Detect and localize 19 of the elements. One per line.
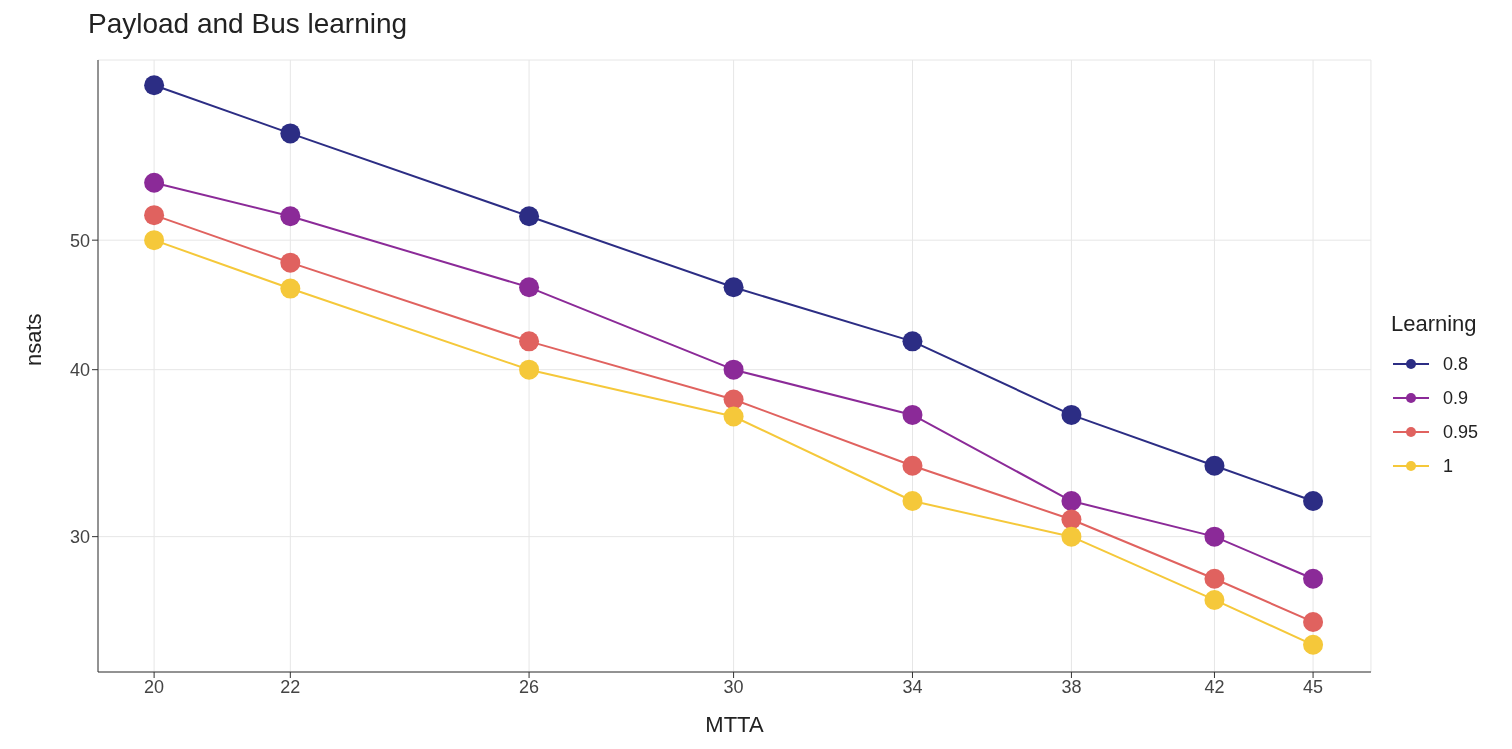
legend-label: 0.95 xyxy=(1442,421,1478,443)
x-axis-title: MTTA xyxy=(705,712,764,737)
legend-label: 0.9 xyxy=(1442,387,1468,409)
x-tick-label: 34 xyxy=(902,676,923,697)
x-tick-label: 38 xyxy=(1061,676,1082,697)
x-tick-label: 26 xyxy=(519,676,540,697)
y-axis-title: nsats xyxy=(20,313,46,366)
x-tick-label: 45 xyxy=(1303,676,1324,697)
x-tick-label: 20 xyxy=(144,676,165,697)
x-tick-label: 30 xyxy=(723,676,744,697)
y-tick-label: 40 xyxy=(69,360,90,381)
y-tick-label: 30 xyxy=(69,527,90,548)
legend-title: Learning xyxy=(1390,311,1478,337)
x-tick-label: 22 xyxy=(280,676,301,697)
x-tick-label: 42 xyxy=(1204,676,1225,697)
chart-title: Payload and Bus learning xyxy=(88,8,409,41)
legend-label: 1 xyxy=(1442,455,1453,477)
legend-label: 0.8 xyxy=(1442,353,1468,375)
y-tick-label: 50 xyxy=(69,230,90,251)
